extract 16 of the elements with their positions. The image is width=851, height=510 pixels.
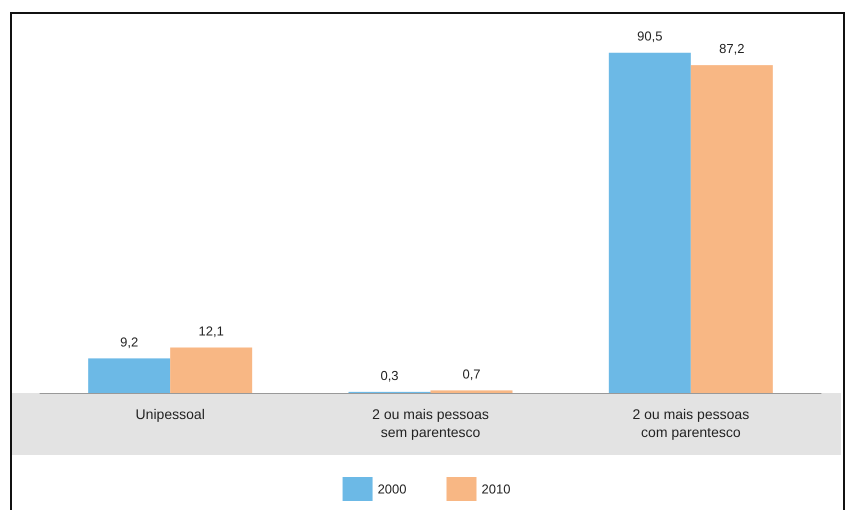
legend-label: 2010 (482, 482, 510, 496)
bar (608, 52, 691, 393)
data-label: 0,3 (380, 368, 399, 383)
data-label: 90,5 (637, 28, 662, 44)
bar (170, 348, 252, 393)
legend-label: 2000 (378, 482, 406, 496)
x-tick-label: 2 ou mais pessoas sem parentesco (372, 406, 489, 440)
x-tick-label: 2 ou mais pessoas com parentesco (632, 406, 750, 440)
bar (430, 390, 512, 393)
x-tick-label: Unipessoal (136, 406, 205, 422)
bar (88, 358, 170, 393)
data-label: 0,7 (462, 366, 481, 382)
bar (690, 65, 773, 393)
data-label: 87,2 (719, 41, 744, 56)
data-label: 12,1 (198, 324, 224, 339)
data-label: 9,2 (120, 334, 138, 350)
